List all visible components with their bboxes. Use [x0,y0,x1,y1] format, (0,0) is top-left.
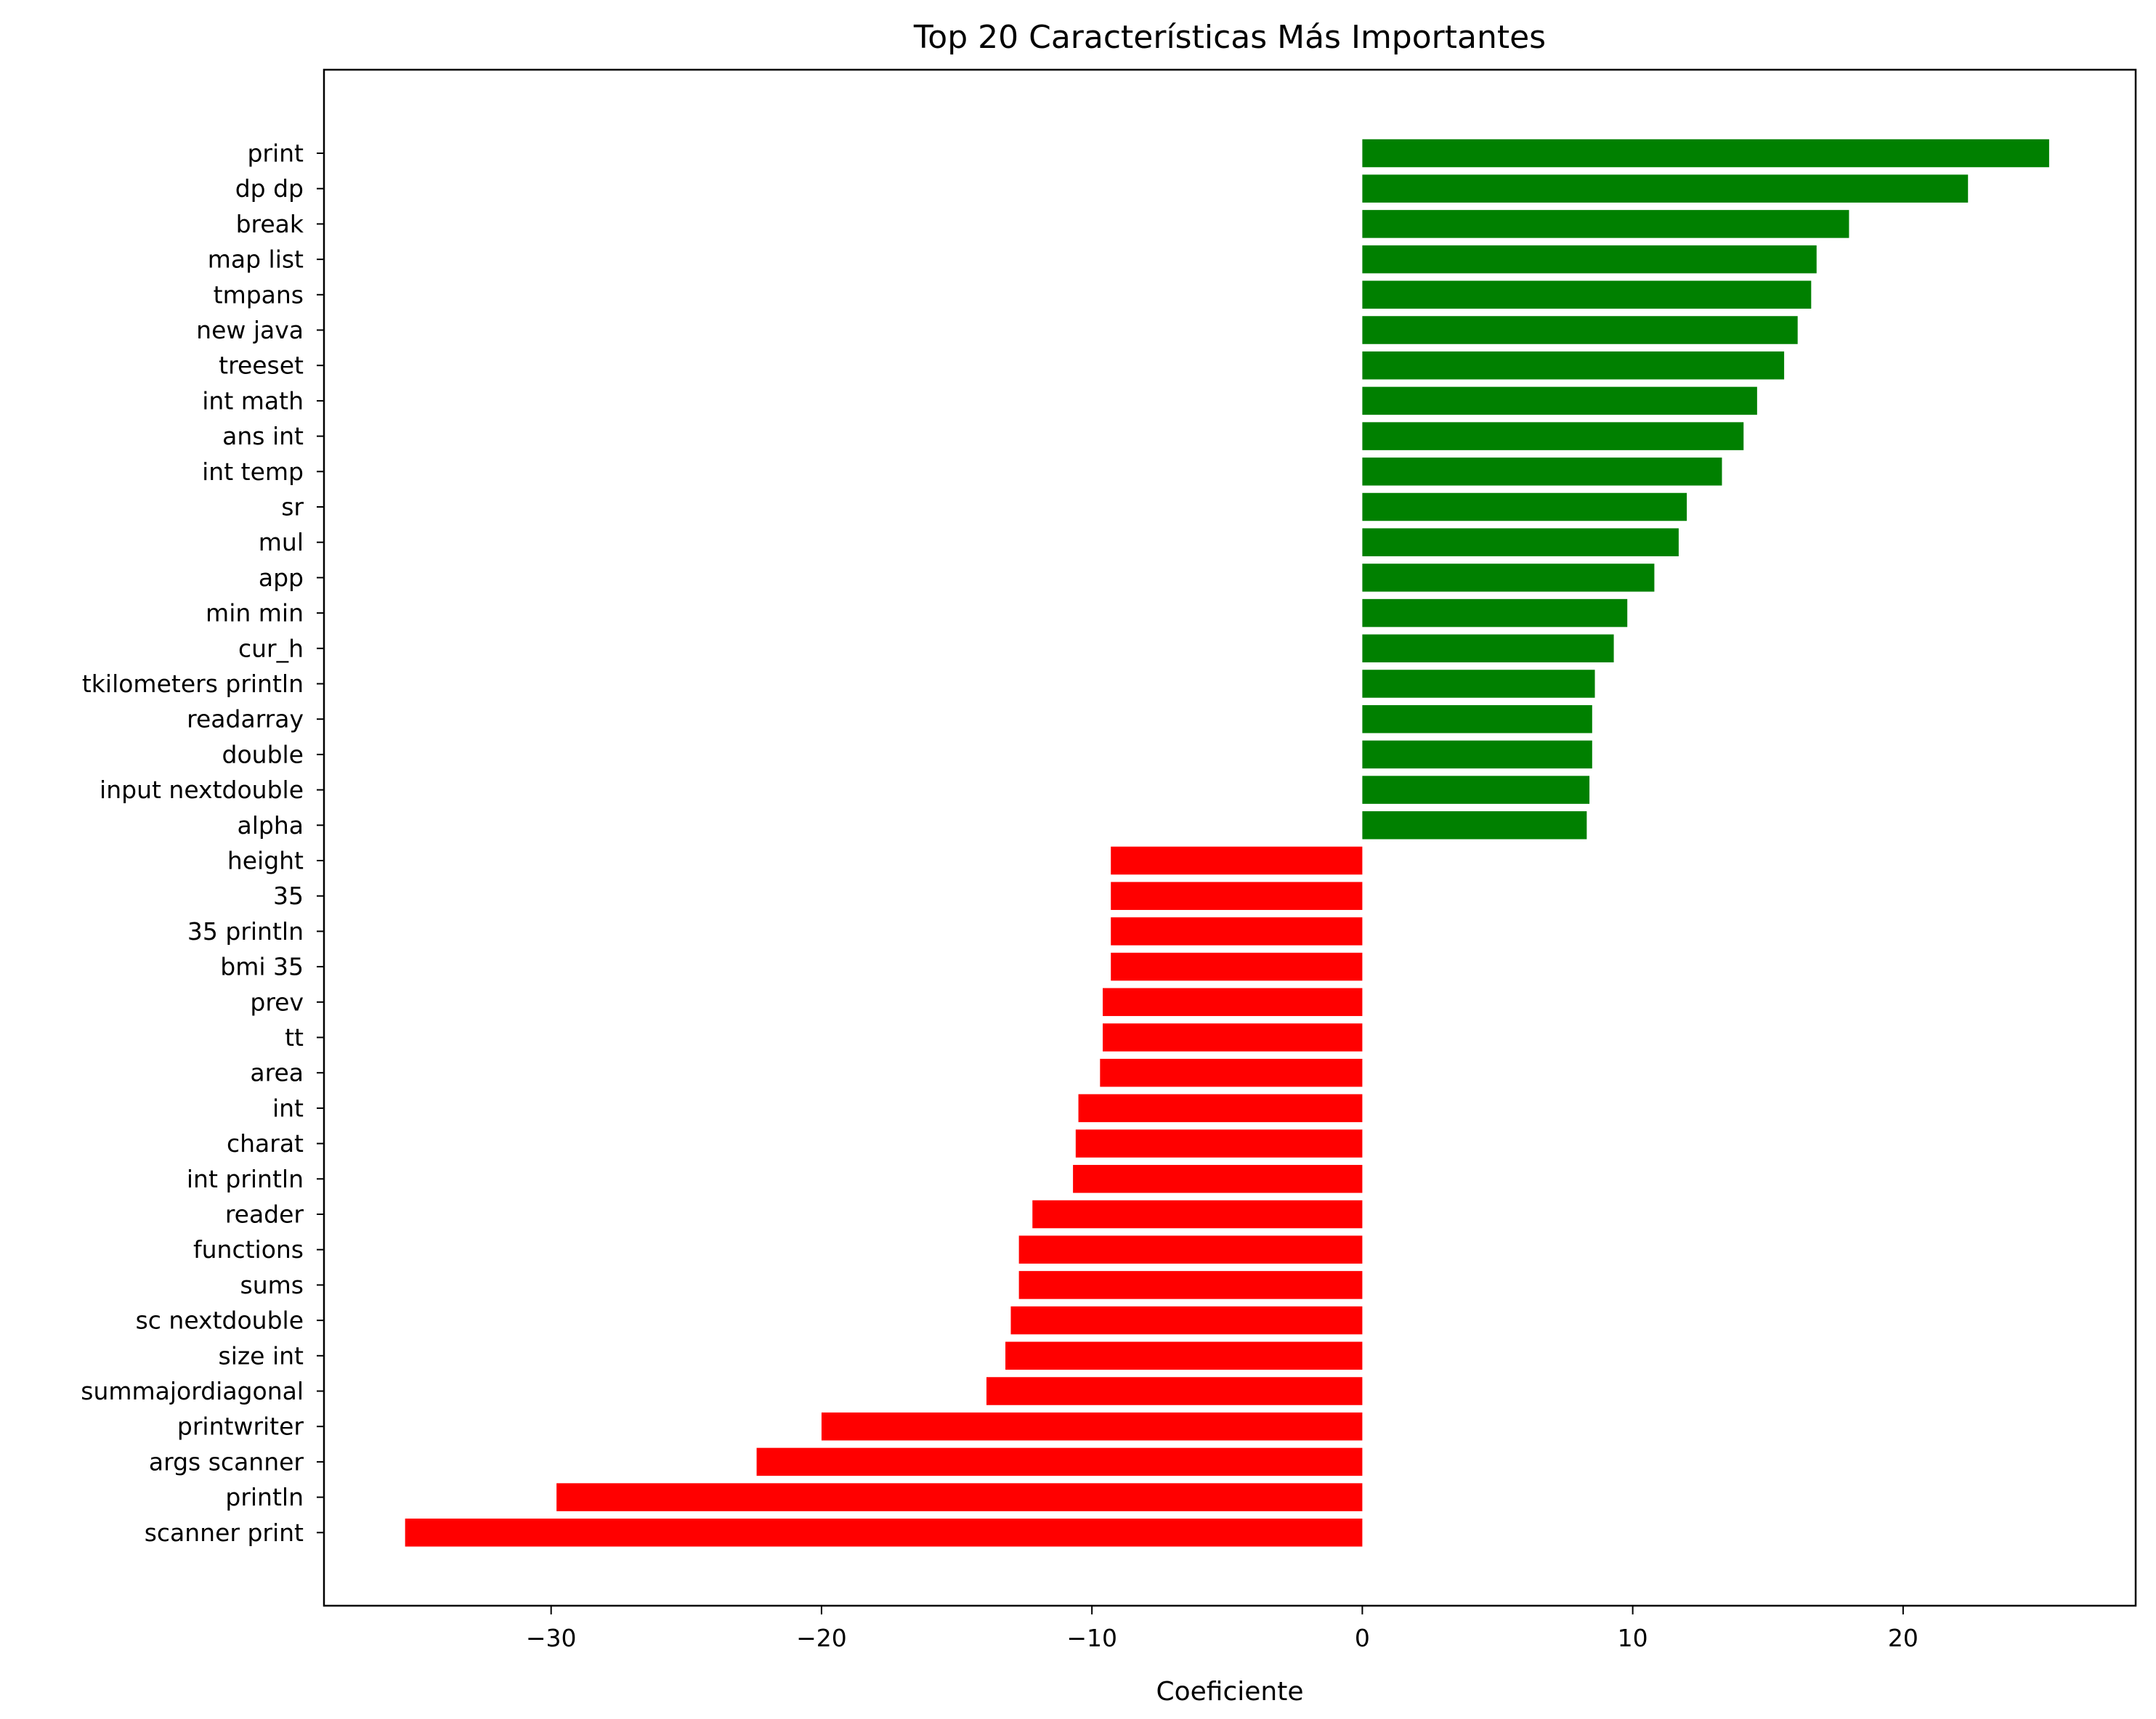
y-tick-label: int temp [202,458,304,486]
y-tick-label: prev [250,988,304,1016]
bar [1073,1165,1363,1193]
y-tick-label: 35 [273,882,304,910]
y-tick-label: charat [227,1129,304,1158]
bar [1362,210,1849,238]
y-tick-label: int math [202,386,304,415]
y-tick-label: sc nextdouble [136,1306,304,1335]
y-tick-label: print [247,139,304,168]
bar [1111,952,1363,981]
y-tick-label: height [227,847,304,875]
y-tick-label: ans int [222,422,304,450]
y-tick-label: map list [208,245,304,274]
plot-frame [323,68,2137,1607]
bar [1111,917,1363,946]
bar [1362,245,1817,274]
y-tick-label: double [222,740,304,768]
y-tick-label: int println [187,1165,304,1193]
y-tick-label: summajordiagonal [81,1377,304,1405]
bar [1362,811,1587,840]
bar [1032,1200,1363,1229]
bar [1103,1023,1363,1052]
x-axis-title: Coeficiente [1156,1677,1303,1707]
y-tick-label: int [272,1094,304,1122]
bar [1362,564,1655,592]
bar [1362,422,1744,450]
bar [1362,634,1614,663]
x-tick-label: 20 [1888,1624,1918,1652]
y-tick-label: sums [240,1271,304,1299]
y-tick-label: treeset [219,351,304,380]
bar [1078,1094,1363,1123]
y-tick-label: tmpans [214,280,304,309]
y-tick-label: 35 println [187,917,304,946]
y-tick-label: break [236,210,304,238]
bar [1362,316,1798,344]
y-tick-label: min min [206,599,304,627]
bar [1018,1271,1363,1299]
y-tick-label: sr [281,493,304,521]
y-tick-label: app [259,564,304,592]
category-labels: print dp dp break map list tmpans new java tre… [81,139,324,1547]
y-tick-label: cur_h [238,634,304,662]
y-tick-label: printwriter [177,1413,304,1441]
bar [1010,1306,1363,1335]
y-tick-label: dp dp [235,174,304,203]
y-tick-label: mul [259,528,304,556]
x-tick-label: 0 [1355,1624,1370,1652]
bars [405,139,2049,1547]
y-tick-label: readarray [187,705,304,733]
y-tick-label: args scanner [149,1447,304,1476]
bar [1362,776,1590,804]
bar [1362,528,1679,556]
y-tick-label: area [250,1059,304,1087]
bar [1018,1235,1363,1264]
bar [756,1447,1363,1476]
bar [1362,670,1595,698]
bar [1111,882,1363,910]
bar [1103,988,1363,1017]
y-tick-label: functions [193,1235,304,1264]
x-tick-label: −30 [526,1624,577,1652]
x-axis-ticks: −30 −20 −10 0 10 20 [526,1606,1918,1652]
y-tick-label: input nextdouble [100,776,304,804]
chart-title: Top 20 Características Más Importantes [913,19,1546,56]
bar [1362,386,1757,415]
bar [1362,598,1628,627]
bar [1362,740,1592,769]
y-tick-label: bmi 35 [220,953,304,981]
bar [556,1483,1363,1511]
bar [1362,492,1687,521]
bar [1362,704,1592,733]
bar [821,1412,1363,1441]
bar [1111,846,1363,875]
x-tick-label: −20 [796,1624,847,1652]
y-tick-label: alpha [238,811,304,840]
bar [405,1519,1363,1547]
y-tick-label: tt [285,1023,304,1052]
x-tick-label: −10 [1066,1624,1117,1652]
y-tick-label: reader [225,1200,304,1229]
y-tick-label: size int [219,1341,304,1370]
y-tick-label: scanner print [145,1519,304,1547]
bar [1362,174,1969,203]
bar [1362,351,1785,380]
bar [1100,1058,1363,1087]
bar [1362,280,1812,309]
bar [1362,458,1722,486]
y-tick-label: tkilometers println [82,670,304,698]
x-tick-label: 10 [1618,1624,1648,1652]
y-tick-label: println [225,1483,304,1511]
bar [1005,1341,1363,1370]
y-tick-label: new java [196,316,304,344]
bar [1075,1129,1363,1158]
bar [1362,139,2049,168]
bar [986,1377,1363,1405]
